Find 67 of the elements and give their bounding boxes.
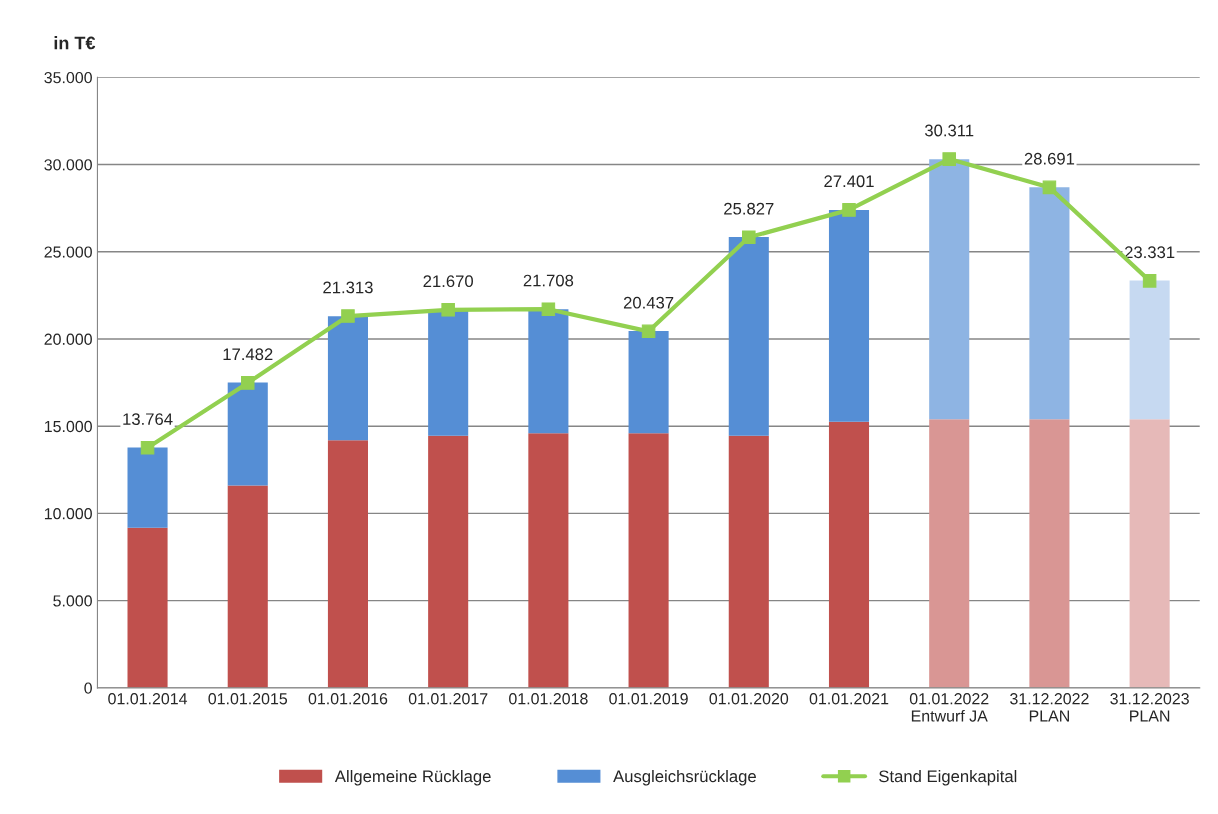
y-tick-label: 35.000 [44, 71, 92, 84]
data-label: 27.401 [824, 175, 874, 188]
point [341, 309, 355, 323]
bar [628, 433, 669, 688]
x-tick-label: 01.01.2018 [509, 693, 588, 705]
y-tick-label: 5.000 [53, 595, 92, 607]
data-label: 25.827 [724, 202, 774, 215]
bar [828, 421, 870, 688]
point [441, 303, 455, 317]
x-tick-label: 01.01.2017 [408, 693, 488, 705]
legend-label: Stand Eigenkapital [879, 769, 1017, 786]
bar [828, 209, 870, 422]
bar [1129, 280, 1170, 420]
data-label: 13.764 [123, 413, 173, 426]
legend-label: Allgemeine Rücklage [334, 769, 491, 786]
data-label: 20.437 [623, 296, 674, 309]
x-tick-label: 01.01.2019 [609, 693, 688, 705]
y-tick-label: 25.000 [44, 246, 92, 258]
y-tick-label: 0 [84, 682, 92, 694]
bar [1029, 419, 1070, 688]
bar [428, 310, 469, 436]
bar [628, 331, 669, 434]
bar [227, 382, 268, 486]
x-tick-label: 01.01.2021 [809, 693, 889, 705]
y-tick-label: 20.000 [44, 333, 92, 345]
y-tick-label: 30.000 [44, 159, 92, 171]
point [641, 324, 656, 339]
y-axis-title: in T€ [54, 36, 96, 50]
point [842, 203, 856, 217]
bar [428, 435, 469, 688]
point [541, 302, 556, 316]
bar [327, 440, 368, 688]
data-label: 21.708 [523, 274, 574, 287]
legend-label: Ausgleichsrücklage [613, 769, 756, 786]
bar [127, 527, 168, 688]
bar [327, 316, 368, 441]
point [1142, 274, 1157, 288]
bar [929, 419, 970, 688]
data-label: 23.331 [1124, 246, 1175, 259]
data-label: 21.313 [323, 281, 373, 294]
x-tick-label: 31.12.2023 PLAN [1110, 693, 1189, 722]
data-label: 17.482 [223, 348, 273, 361]
y-tick-label: 15.000 [44, 420, 92, 433]
x-tick-label: 01.01.2022 Entwurf JA [909, 693, 989, 722]
bar [127, 447, 168, 528]
point [1042, 180, 1057, 195]
data-label: 28.691 [1024, 152, 1075, 165]
x-tick-label: 31.12.2022 PLAN [1010, 693, 1089, 722]
data-label: 21.670 [423, 275, 474, 288]
x-tick-label: 01.01.2020 [709, 693, 789, 705]
bar [728, 435, 769, 688]
bar [1129, 419, 1170, 688]
y-tick-label: 10.000 [44, 508, 92, 520]
point [240, 376, 255, 390]
bar [227, 485, 268, 688]
x-tick-label: 01.01.2014 [108, 693, 188, 705]
x-tick-label: 01.01.2016 [308, 693, 388, 705]
point [140, 440, 155, 455]
bar [528, 433, 569, 688]
bar [1029, 187, 1070, 420]
point [742, 230, 756, 245]
bar [728, 236, 769, 436]
bar [929, 159, 970, 420]
data-label: 30.311 [924, 124, 974, 137]
bar [528, 309, 569, 434]
x-tick-label: 01.01.2015 [208, 693, 288, 705]
point [942, 152, 956, 166]
